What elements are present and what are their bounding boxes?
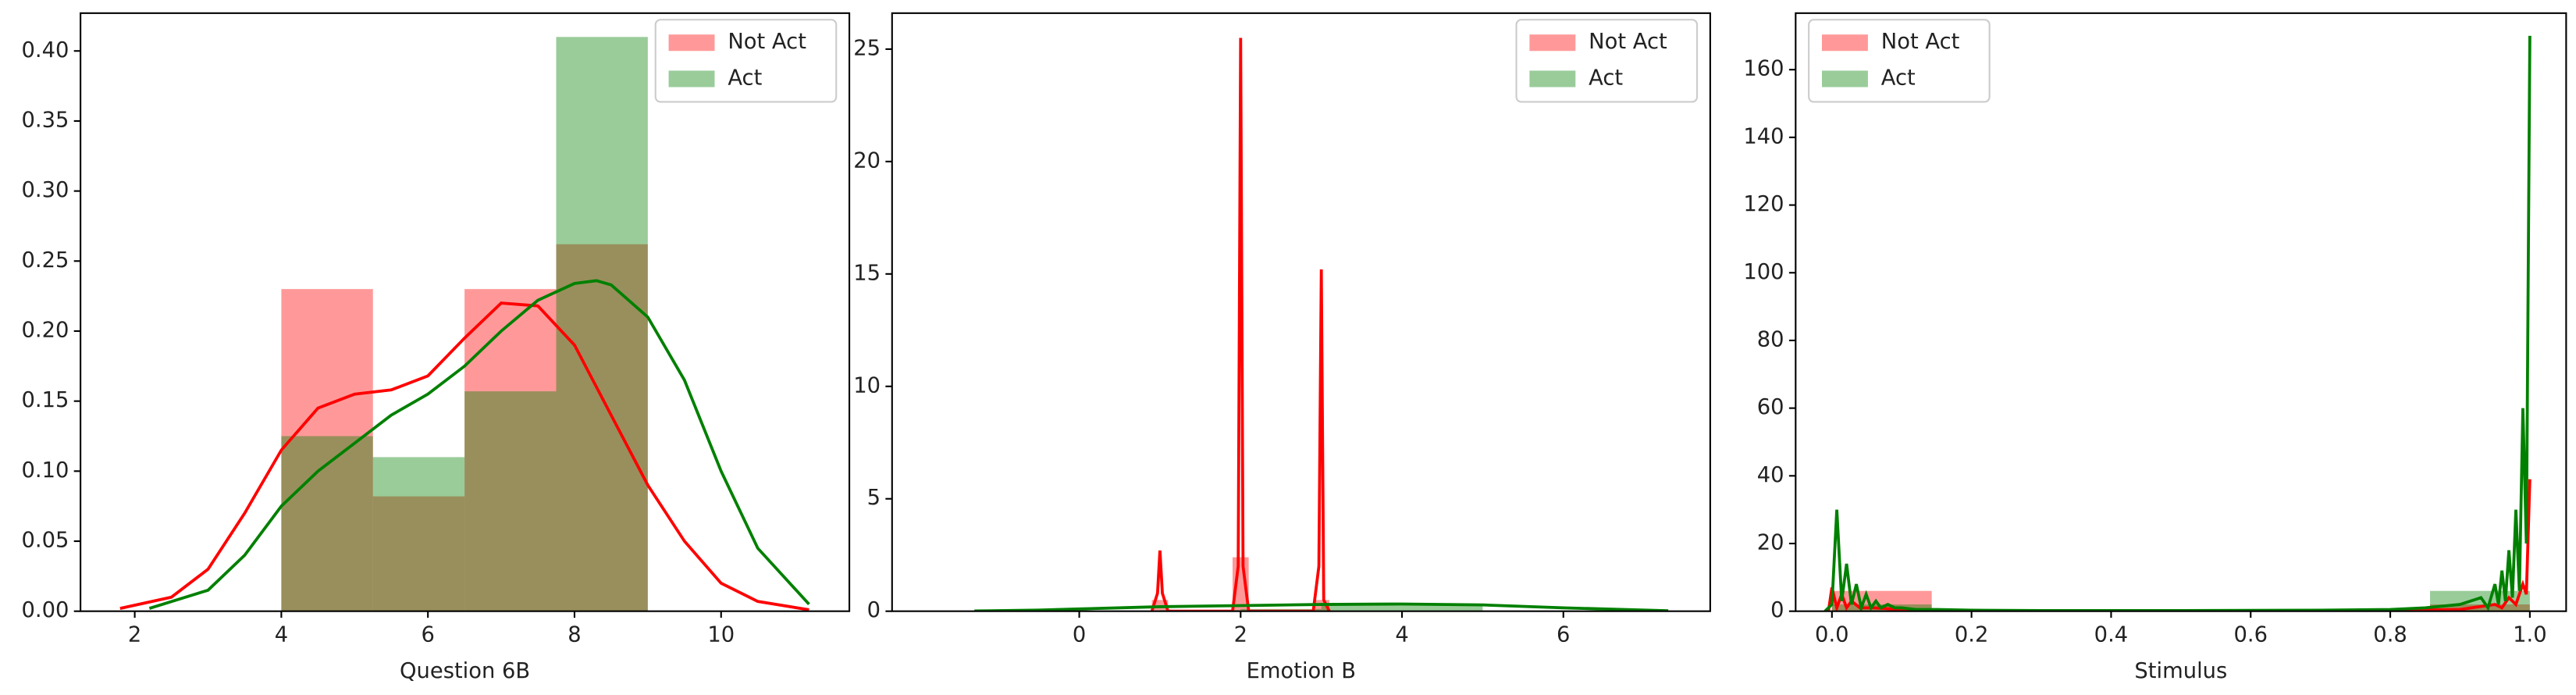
legend-frame bbox=[654, 19, 838, 103]
x-tick-label: 8 bbox=[568, 623, 581, 647]
x-tick-label: 0.6 bbox=[2233, 623, 2268, 647]
y-tick-label: 0 bbox=[867, 598, 881, 622]
y-tick-label: 0.40 bbox=[21, 38, 69, 62]
axes-frame bbox=[80, 12, 851, 612]
x-tick-label: 0 bbox=[1073, 623, 1086, 647]
axes-frame bbox=[1795, 12, 2567, 612]
density-line bbox=[974, 602, 1669, 611]
histogram-bar bbox=[1321, 604, 1403, 611]
y-tick-label: 20 bbox=[1757, 531, 1784, 555]
x-axis-label: Question 6B bbox=[400, 659, 530, 683]
legend: Not Act Act bbox=[1515, 19, 1699, 103]
y-tick-label: 0.00 bbox=[21, 598, 69, 622]
x-tick-label: 2 bbox=[128, 623, 141, 647]
x-tick-label: 1.0 bbox=[2513, 623, 2547, 647]
legend-label: Act bbox=[1881, 66, 1916, 90]
density-line bbox=[119, 301, 809, 611]
subplot: 2 4 6 8 10 0.00 0.05 0.10 0.15 0.20 0.25 0.30 0.35 0.… bbox=[21, 12, 851, 683]
y-tick-label: 0.30 bbox=[21, 178, 69, 202]
legend-frame bbox=[1515, 19, 1699, 103]
x-axis-label: Emotion B bbox=[1247, 659, 1357, 683]
y-tick-label: 120 bbox=[1743, 192, 1784, 216]
legend-swatch bbox=[1821, 34, 1868, 52]
legend-swatch bbox=[1821, 70, 1868, 87]
legend-swatch bbox=[668, 34, 715, 52]
subplot: 0.0 0.2 0.4 0.6 0.8 1.0 0 20 40 60 80 100 120 140 160 S… bbox=[1743, 12, 2567, 683]
histogram-bar bbox=[2430, 590, 2530, 611]
y-tick-label: 0.10 bbox=[21, 458, 69, 483]
y-tick-label: 100 bbox=[1743, 260, 1784, 284]
x-tick-label: 0.4 bbox=[2094, 623, 2129, 647]
density-line bbox=[148, 279, 810, 610]
x-tick-label: 6 bbox=[1557, 623, 1570, 647]
y-tick-label: 0.35 bbox=[21, 108, 69, 132]
y-tick-label: 40 bbox=[1757, 463, 1784, 487]
x-tick-label: 4 bbox=[1395, 623, 1408, 647]
x-tick-label: 10 bbox=[707, 623, 735, 647]
legend-label: Not Act bbox=[1589, 30, 1667, 54]
subplot: 0 2 4 6 0 5 10 15 20 25 Emotion B Not Act Act bbox=[853, 12, 1711, 683]
legend-label: Act bbox=[728, 66, 762, 90]
legend-label: Not Act bbox=[728, 30, 806, 54]
y-tick-label: 15 bbox=[853, 261, 881, 285]
density-line bbox=[1827, 479, 2532, 611]
y-tick-label: 20 bbox=[853, 148, 881, 173]
legend: Not Act Act bbox=[654, 19, 838, 103]
legend-frame bbox=[1808, 19, 1991, 103]
legend-swatch bbox=[1529, 70, 1576, 87]
plot-area bbox=[974, 37, 1669, 611]
density-line bbox=[1823, 35, 2532, 611]
x-tick-label: 6 bbox=[421, 623, 434, 647]
y-tick-label: 0.25 bbox=[21, 248, 69, 273]
y-tick-label: 160 bbox=[1743, 57, 1784, 81]
legend: Not Act Act bbox=[1808, 19, 1991, 103]
x-tick-label: 2 bbox=[1234, 623, 1247, 647]
y-tick-label: 0 bbox=[1770, 598, 1784, 622]
y-tick-label: 140 bbox=[1743, 124, 1784, 148]
y-tick-label: 25 bbox=[853, 36, 881, 60]
x-tick-label: 0.2 bbox=[1955, 623, 1989, 647]
histogram-bar bbox=[281, 289, 373, 611]
x-tick-label: 4 bbox=[275, 623, 288, 647]
legend-label: Act bbox=[1589, 66, 1623, 90]
y-tick-label: 0.05 bbox=[21, 529, 69, 553]
x-axis-label: Stimulus bbox=[2134, 659, 2227, 683]
histogram-bar bbox=[1402, 604, 1483, 611]
axes-frame bbox=[891, 12, 1711, 612]
histogram-bar bbox=[464, 289, 557, 611]
y-tick-label: 0.15 bbox=[21, 388, 69, 412]
y-tick-label: 60 bbox=[1757, 395, 1784, 419]
plot-area bbox=[119, 37, 810, 611]
y-tick-label: 0.20 bbox=[21, 318, 69, 342]
legend-swatch bbox=[1529, 34, 1576, 52]
y-tick-label: 10 bbox=[853, 373, 881, 397]
histogram-bar bbox=[464, 391, 557, 611]
legend-label: Not Act bbox=[1881, 30, 1960, 54]
histogram-bar bbox=[556, 37, 648, 611]
legend-swatch bbox=[668, 70, 715, 87]
y-tick-label: 80 bbox=[1757, 327, 1784, 351]
x-tick-label: 0.0 bbox=[1815, 623, 1849, 647]
y-tick-label: 5 bbox=[867, 486, 881, 510]
density-line bbox=[1150, 37, 1331, 611]
plot-area bbox=[1823, 35, 2532, 611]
x-tick-label: 0.8 bbox=[2373, 623, 2407, 647]
histogram-bar bbox=[372, 496, 465, 611]
histogram-bar bbox=[372, 457, 465, 611]
